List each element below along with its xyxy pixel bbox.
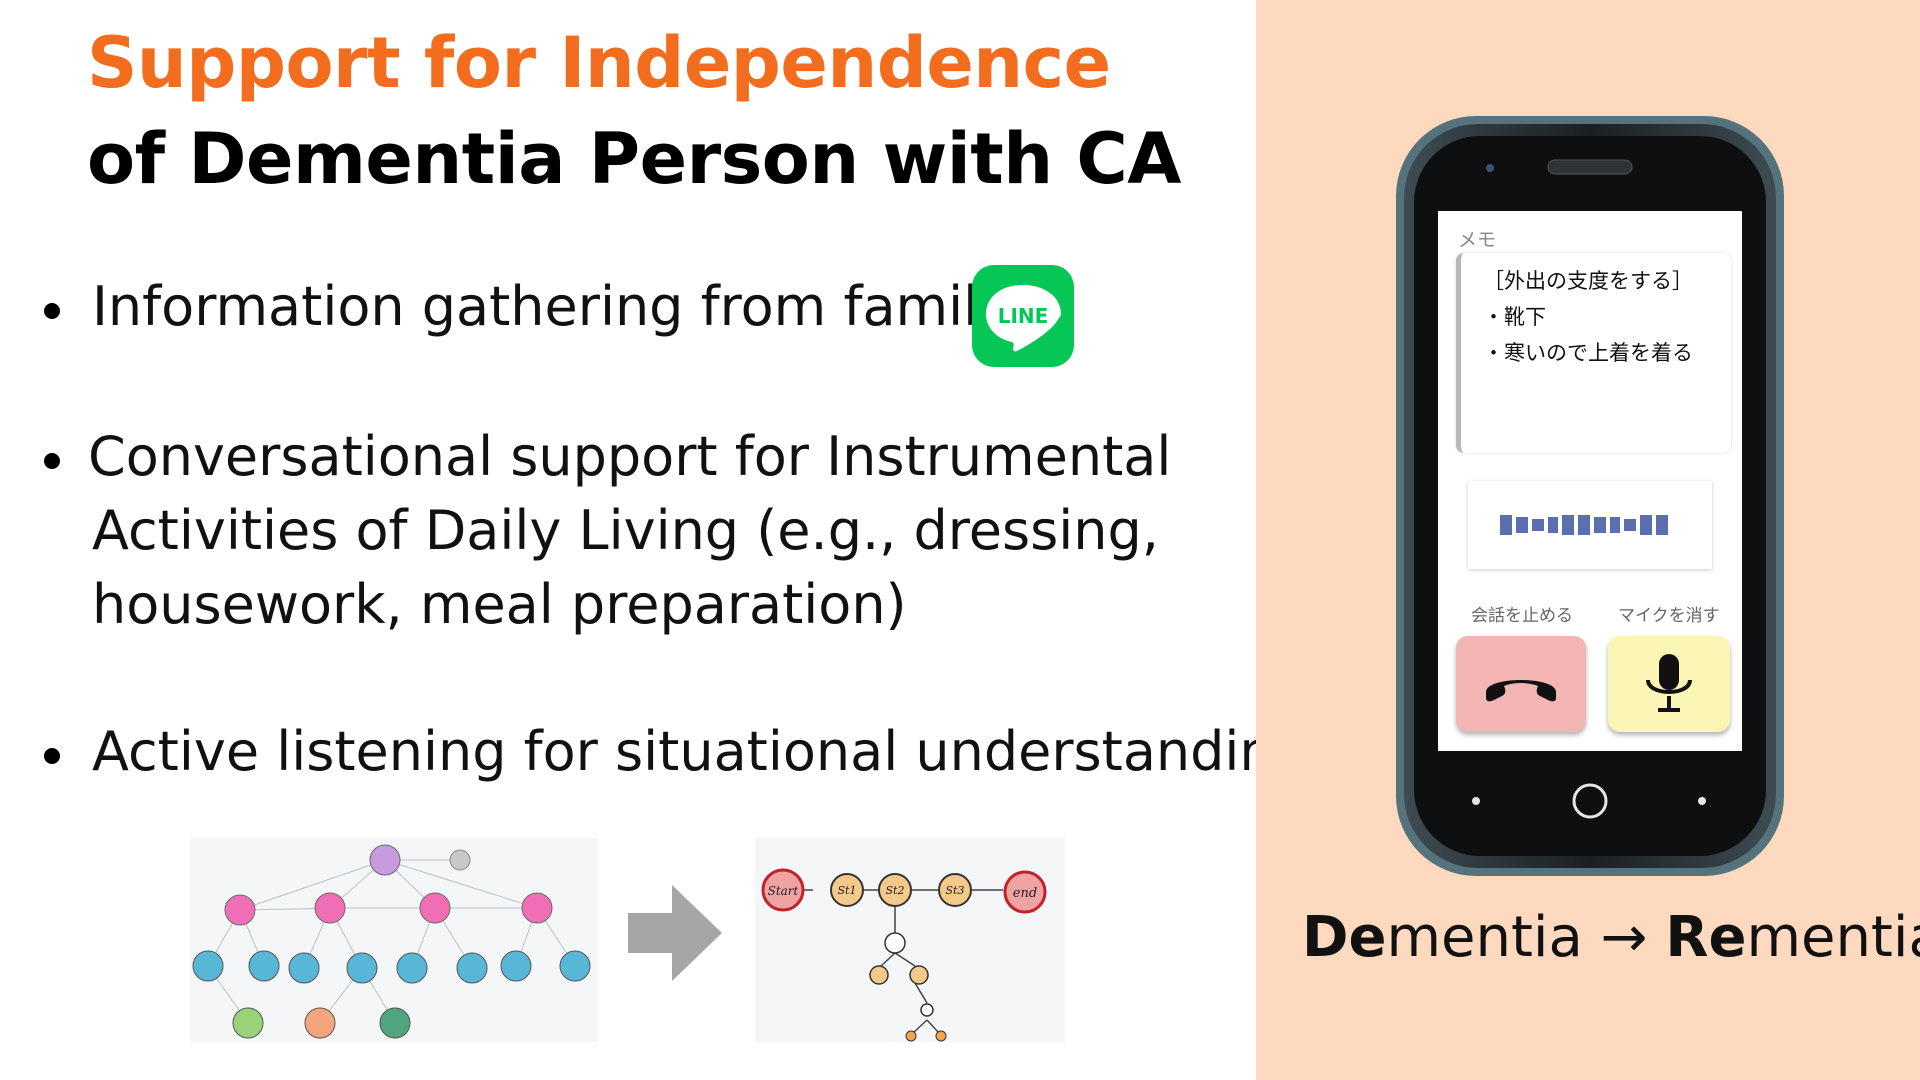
hang-up-phone-icon [1486,680,1556,702]
state-st1-label: St1 [838,884,857,897]
memo-card: ［外出の支度をする］ ・靴下 ・寒いので上着を着る [1456,253,1731,453]
bullet-text-line: Activities of Daily Living (e.g., dressi… [92,499,1159,562]
title-line-2: of Dementia Person with CA [87,118,1181,200]
title-line-1: Support for Independence [87,22,1111,104]
right-panel: メモ ［外出の支度をする］ ・靴下 ・寒いので上着を着る [1256,0,1920,1080]
state-machine-image: Start St1 St2 St3 end [755,838,1065,1042]
memo-label: メモ [1458,229,1497,251]
state-end-label: end [1013,886,1037,901]
state-st3-label: St3 [946,884,965,897]
bullet-text-line: housework, meal preparation) [92,573,907,636]
phone-screen: メモ ［外出の支度をする］ ・靴下 ・寒いので上着を着る [1438,211,1742,751]
memo-line: ・靴下 [1483,305,1546,329]
tagline-mentia: mentia [1746,905,1920,970]
mute-microphone-button[interactable] [1608,636,1730,732]
audio-waveform [1468,481,1712,569]
tagline-arrow: → [1582,905,1666,970]
end-call-button[interactable] [1456,636,1586,732]
line-app-icon: LINE [972,265,1074,367]
arrow-right-icon [628,885,724,985]
bullet-dot [44,453,60,469]
tagline-de-bold: De [1302,905,1387,970]
microphone-icon [1646,654,1692,712]
state-st2-label: St2 [886,884,905,897]
memo-line: ・寒いので上着を着る [1483,341,1693,365]
left-content: Support for Independence of Dementia Per… [44,22,1308,1042]
bullet-text: Information gathering from family [92,275,1011,338]
mute-mic-label: マイクを消す [1618,606,1720,626]
bullet-text: Active listening for situational underst… [92,720,1308,783]
bullet-dot [44,748,60,764]
bullet-text: Conversational support for Instrumental … [88,420,1171,642]
bullet-text-line: Conversational support for Instrumental [88,425,1172,488]
tagline-re-bold: Re [1665,905,1747,970]
state-start-label: Start [768,884,799,898]
dementia-rementia-tagline: Dementia → Rementia [1302,905,1920,970]
tagline-mentia: mentia [1386,905,1583,970]
knowledge-graph-image [190,838,598,1042]
memo-line: ［外出の支度をする］ [1483,269,1693,293]
stop-conversation-label: 会話を止める [1471,606,1573,626]
bullet-dot [44,303,60,319]
line-logo-text: LINE [998,304,1049,328]
